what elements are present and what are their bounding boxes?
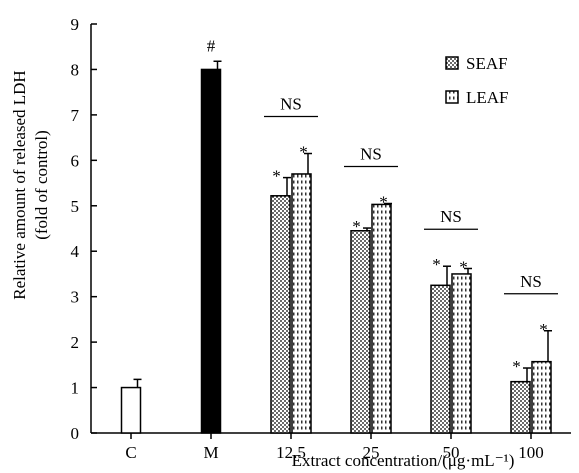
y-tick-label: 3 [71, 288, 80, 307]
bar [350, 230, 371, 434]
significance-marker: * [512, 357, 521, 376]
y-tick-label: 1 [71, 379, 80, 398]
legend-swatch-seaf [445, 56, 459, 70]
y-tick-label: 0 [71, 424, 80, 443]
bar [510, 380, 531, 434]
significance-marker: * [299, 143, 308, 162]
legend-label-seaf: SEAF [466, 54, 508, 73]
bar [270, 195, 291, 434]
ns-label: NS [280, 95, 302, 114]
y-tick-label: 5 [71, 197, 80, 216]
y-tick-label: 2 [71, 333, 80, 352]
bar [200, 68, 222, 434]
significance-marker: * [379, 193, 388, 212]
bar [531, 360, 552, 434]
x-tick-label: 100 [518, 443, 544, 462]
axes [90, 24, 571, 434]
y-tick-label: 9 [71, 15, 80, 34]
bars [120, 60, 552, 434]
x-axis-bracket: Extract concentration/(μg·mL⁻¹) [266, 451, 556, 473]
ns-label: NS [360, 145, 382, 164]
legend: SEAF LEAF [445, 54, 509, 107]
y-axis-title-line-1: Relative amount of released LDH [10, 70, 29, 299]
bar [430, 284, 451, 434]
x-axis-title: Extract concentration/(μg·mL⁻¹) [292, 451, 515, 470]
y-axis-title-line-2: (fold of control) [32, 130, 51, 240]
y-tick-label: 7 [71, 106, 80, 125]
x-tick-label: 25 [363, 443, 380, 462]
x-tick-label: C [125, 443, 136, 462]
y-ticks: 0 1 2 3 4 5 6 7 8 9 [71, 15, 97, 443]
significance-marker: # [207, 36, 216, 55]
y-tick-label: 4 [71, 242, 80, 261]
x-tick-labels: C M 12.5 25 50 100 [125, 433, 544, 462]
y-tick-label: 8 [71, 60, 80, 79]
x-tick-label: 12.5 [276, 443, 306, 462]
significance-marker: * [459, 257, 468, 276]
bar [371, 203, 392, 434]
significance-marker: * [352, 217, 361, 236]
ns-label: NS [440, 207, 462, 226]
legend-swatch-leaf [445, 90, 459, 104]
y-tick-label: 6 [71, 151, 80, 170]
annotations: # * * * * * * * * NS NS NS NS [207, 36, 558, 376]
legend-label-leaf: LEAF [466, 88, 509, 107]
bar [451, 273, 472, 434]
y-axis-title: Relative amount of released LDH (fold of… [10, 70, 51, 299]
ns-label: NS [520, 272, 542, 291]
bar [120, 386, 142, 434]
bar [291, 173, 312, 434]
x-tick-label: 50 [443, 443, 460, 462]
significance-marker: * [432, 255, 441, 274]
significance-marker: * [539, 320, 548, 339]
significance-marker: * [272, 167, 281, 186]
x-tick-label: M [203, 443, 218, 462]
